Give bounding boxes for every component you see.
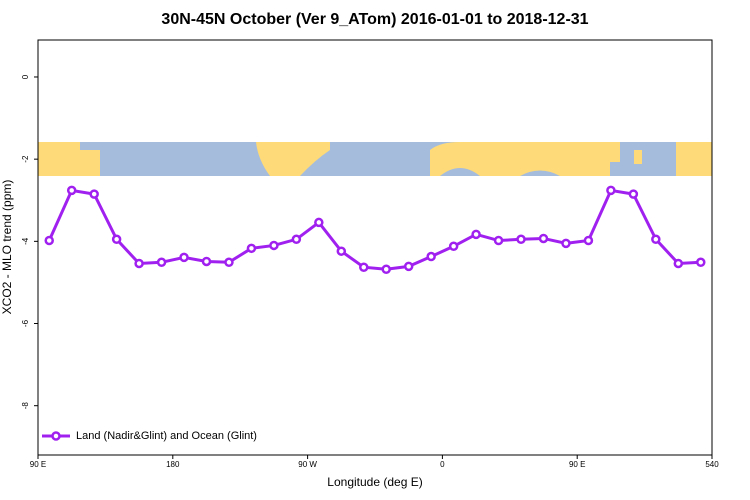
legend-marker — [51, 431, 61, 441]
y-tick-label: 0 — [21, 74, 30, 79]
point — [426, 251, 436, 262]
series-line — [47, 188, 701, 271]
y-tick-label: -8 — [21, 402, 30, 410]
land — [430, 142, 610, 176]
point — [246, 243, 257, 254]
legend-label: Land (Nadir&Glint) and Ocean (Glint) — [76, 430, 257, 442]
y-axis-label: XCO2 - MLO trend (ppm) — [0, 180, 14, 315]
land — [610, 142, 620, 162]
point — [269, 240, 279, 251]
land — [676, 142, 712, 176]
chart-title: 30N-45N October (Ver 9_ATom) 2016-01-01 … — [161, 11, 588, 28]
point — [201, 256, 212, 267]
point — [66, 185, 77, 196]
x-tick-label: 90 W — [298, 460, 317, 469]
point — [561, 238, 571, 249]
y-tick-label: -6 — [21, 319, 30, 327]
point — [448, 241, 459, 252]
point — [336, 246, 347, 256]
point — [516, 234, 526, 245]
point — [359, 262, 369, 272]
x-axis-label: Longitude (deg E) — [327, 475, 422, 489]
x-tick-label: 0 — [440, 460, 445, 469]
y-tick-label: -4 — [21, 237, 30, 245]
point — [291, 234, 302, 245]
x-tick-label: 540 — [705, 460, 719, 469]
point — [381, 264, 391, 275]
point — [134, 258, 144, 269]
point — [44, 235, 54, 246]
land — [38, 142, 80, 176]
point — [403, 261, 414, 272]
point — [314, 217, 324, 228]
map-strip — [38, 142, 712, 176]
point — [471, 229, 481, 240]
point — [156, 257, 167, 268]
point — [583, 235, 594, 246]
point — [224, 257, 234, 268]
land — [634, 150, 642, 164]
point — [111, 234, 122, 245]
point — [628, 189, 639, 199]
land — [256, 142, 330, 176]
x-tick-label: 180 — [166, 460, 180, 469]
y-tick-label: -2 — [21, 155, 30, 163]
land — [80, 150, 100, 176]
point — [493, 235, 504, 246]
plot-frame — [37, 39, 713, 456]
x-tick-label: 90 E — [569, 460, 585, 469]
point — [89, 189, 99, 199]
point — [538, 233, 549, 244]
point — [179, 252, 189, 263]
x-tick-label: 90 E — [30, 460, 46, 469]
point — [606, 185, 616, 196]
point — [696, 257, 706, 268]
point — [651, 234, 661, 245]
point — [673, 258, 684, 269]
